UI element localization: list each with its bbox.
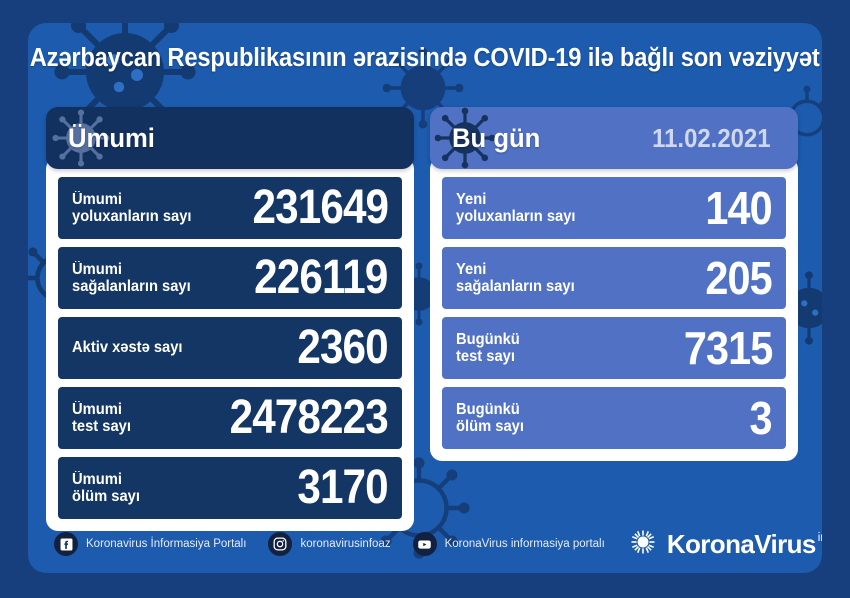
stat-label: Bugünkü ölüm sayı [456,400,524,435]
stat-value: 2478223 [229,391,389,444]
stat-value: 226119 [254,251,389,304]
stat-row: Ümumi ölüm sayı 3170 [58,457,402,519]
social-link-youtube[interactable]: KoronaVirus informasiya portalı [412,532,605,556]
brand-logo[interactable]: KoronaVirus info [627,526,822,563]
page-title: Azərbaycan Respublikasının ərazisində CO… [28,23,822,93]
stat-value: 3 [749,392,773,444]
info-card: Azərbaycan Respublikasının ərazisində CO… [28,23,822,573]
stat-value: 140 [705,182,773,234]
social-label: koronavirusinfoaz [300,538,391,550]
panel-total-body: Ümumi yoluxanların sayı 231649 Ümumi sağ… [46,157,414,531]
stat-row: Aktiv xəstə sayı 2360 [58,317,402,379]
stat-label: Yeni yoluxanların sayı [456,190,576,225]
stat-value: 7315 [683,322,772,374]
panel-total: Ümumi Ümumi yoluxanların sayı 231649 Ümu… [46,107,414,531]
brand-suffix: info [817,531,822,544]
facebook-icon [54,532,78,556]
virus-icon [432,107,498,169]
stat-value: 231649 [252,181,389,234]
stat-label: Ümumi sağalanların sayı [72,260,191,295]
stat-row: Ümumi test sayı 2478223 [58,387,402,449]
page-title-text: Azərbaycan Respublikasının ərazisində CO… [30,43,820,72]
stat-row: Ümumi sağalanların sayı 226119 [58,247,402,309]
stat-row: Ümumi yoluxanların sayı 231649 [58,177,402,239]
social-link-instagram[interactable]: koronavirusinfoaz [268,532,391,556]
stat-label: Ümumi yoluxanların sayı [72,190,192,225]
social-label: KoronaVirus informasiya portalı [444,538,605,550]
stat-row: Yeni sağalanların sayı 205 [442,247,786,309]
social-label: Koronavirus İnformasiya Portalı [86,538,247,550]
instagram-icon [268,532,293,556]
panel-total-header: Ümumi [46,107,414,169]
stat-row: Bugünkü test sayı 7315 [442,317,786,379]
stat-label: Aktiv xəstə sayı [72,339,183,357]
stat-value: 2360 [297,321,389,374]
stat-row: Bugünkü ölüm sayı 3 [442,387,786,449]
stat-value: 3170 [297,461,389,514]
stat-value: 205 [705,252,773,304]
brand-name: KoronaVirus [666,528,817,559]
stat-label: Ümumi ölüm sayı [72,470,140,505]
panel-today: Bu gün 11.02.2021 Yeni yoluxanların sayı… [430,107,798,461]
youtube-icon [412,532,437,556]
social-link-facebook[interactable]: Koronavirus İnformasiya Portalı [54,532,246,556]
panel-today-title: Bu gün [452,122,541,153]
stat-label: Ümumi test sayı [72,400,131,435]
stat-label: Bugünkü test sayı [456,330,520,365]
panel-today-header: Bu gün 11.02.2021 [430,107,798,169]
stat-row: Yeni yoluxanların sayı 140 [442,177,786,239]
koronavirus-sun-icon [627,526,659,563]
panel-today-body: Yeni yoluxanların sayı 140 Yeni sağalanl… [430,157,798,461]
footer: Koronavirus İnformasiya Portalı koronavi… [28,515,822,573]
panel-total-title: Ümumi [68,122,155,153]
panel-today-date: 11.02.2021 [652,122,771,153]
virus-icon [50,107,112,169]
stat-label: Yeni sağalanların sayı [456,260,575,295]
